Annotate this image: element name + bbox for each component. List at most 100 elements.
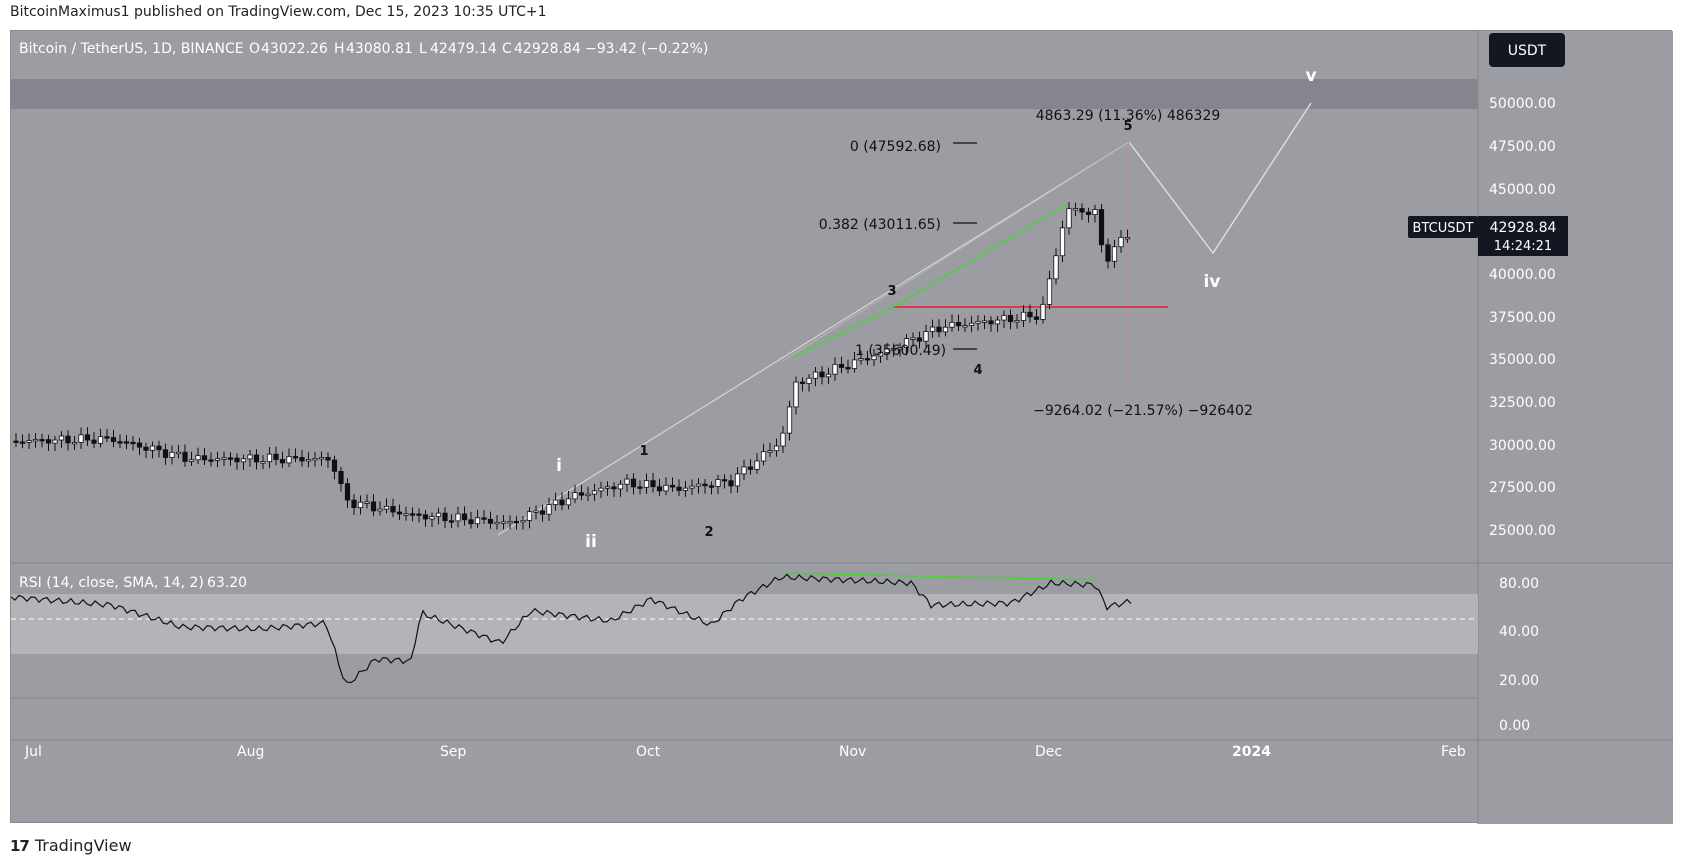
candle-body	[578, 492, 585, 496]
candle-body	[97, 436, 104, 444]
time-tick-label: Nov	[839, 744, 866, 760]
candle-body	[32, 439, 39, 442]
candle-body	[617, 483, 624, 490]
candle-body	[110, 437, 117, 443]
candle-body	[312, 457, 318, 461]
candle-body	[182, 451, 188, 462]
currency-button[interactable]	[1489, 33, 1565, 67]
price-tick-label: 40000.00	[1489, 267, 1556, 283]
candle-body	[559, 499, 565, 506]
fib-0-label: 0 (47592.68)	[850, 139, 941, 155]
candle-body	[279, 459, 286, 464]
time-tick-label: Jul	[24, 744, 42, 760]
rsi-band	[11, 594, 1478, 654]
candle-body	[65, 435, 71, 444]
rsi-divergence-line[interactable]	[780, 572, 1096, 581]
candle-body	[546, 504, 552, 515]
candle-body	[195, 455, 201, 461]
wave-label-3: 3	[887, 284, 896, 299]
wedge-inner-line[interactable]	[782, 141, 1130, 362]
candle-body	[747, 466, 754, 470]
chart-frame[interactable]: Bitcoin / TetherUS, 1D, BINANCE O 43022.…	[10, 30, 1673, 824]
candle-body	[494, 521, 500, 525]
time-tick-label: Sep	[440, 744, 467, 760]
publisher-line: BitcoinMaximus1 published on TradingView…	[10, 4, 547, 20]
candle-body	[695, 483, 702, 487]
candle-body	[702, 483, 708, 487]
candle-body	[78, 434, 84, 443]
candle-body	[58, 435, 65, 441]
candle-body	[533, 510, 539, 513]
candle-body	[637, 486, 643, 489]
ohlc-l-label: L	[419, 41, 427, 57]
candle-body	[240, 458, 247, 463]
candle-body	[507, 520, 513, 524]
candle-body	[799, 381, 806, 384]
candle-body	[669, 484, 676, 488]
candle-body	[526, 511, 533, 521]
candle-body	[838, 363, 845, 368]
candle-body	[468, 519, 474, 525]
candle-body	[988, 320, 994, 325]
price-axis[interactable]	[1478, 31, 1673, 824]
wedge-upper-line[interactable]	[497, 141, 1130, 536]
candle-body	[715, 479, 721, 487]
candle-body	[591, 490, 598, 495]
candle-body	[455, 513, 461, 522]
candle-body	[513, 520, 520, 524]
fib-0382-label: 0.382 (43011.65)	[819, 217, 941, 233]
candle-body	[1079, 208, 1085, 213]
wave-label-iv: iv	[1204, 272, 1221, 292]
price-tick-label: 32500.00	[1489, 395, 1556, 411]
candle-body	[429, 516, 435, 520]
candle-body	[149, 445, 156, 451]
candle-body	[910, 337, 916, 340]
candle-body	[305, 459, 312, 462]
candle-body	[871, 355, 877, 361]
candle-body	[864, 358, 871, 361]
candle-body	[45, 439, 52, 444]
candle-body	[370, 501, 377, 512]
price-pane[interactable]	[11, 31, 1478, 563]
candle-body	[338, 470, 344, 485]
candle-body	[422, 514, 429, 520]
candle-body	[136, 442, 143, 448]
rsi-title: RSI (14, close, SMA, 14, 2)	[19, 575, 204, 591]
wave-projection[interactable]	[1128, 102, 1312, 255]
candle-body	[981, 320, 988, 323]
candle-body	[812, 371, 819, 379]
ohlc-change: −93.42 (−0.22%)	[585, 41, 708, 57]
candle-body	[331, 459, 338, 472]
candle-body	[721, 479, 728, 482]
candle-body	[832, 363, 838, 375]
measure-down-label: −9264.02 (−21.57%) −926402	[1033, 403, 1253, 419]
candle-body	[1105, 244, 1111, 262]
candle-body	[1033, 316, 1040, 320]
candle-body	[117, 441, 123, 444]
footer-brand[interactable]: 17 TradingView	[10, 836, 132, 855]
candle-body	[474, 517, 481, 525]
wave-label-ii: ii	[585, 532, 597, 552]
price-divergence-line[interactable]	[792, 203, 1068, 358]
candle-body	[611, 486, 617, 490]
candle-body	[1111, 246, 1118, 262]
price-tick-label: 45000.00	[1489, 182, 1556, 198]
chart-canvas[interactable]: Bitcoin / TetherUS, 1D, BINANCE O 43022.…	[10, 31, 1673, 824]
candle-body	[1020, 311, 1027, 321]
candle-body	[825, 373, 832, 378]
candle-body	[1124, 236, 1131, 240]
rsi-tick-label: 80.00	[1499, 576, 1539, 592]
price-tick-label: 50000.00	[1489, 96, 1556, 112]
candle-body	[221, 457, 227, 460]
candle-body	[708, 485, 715, 488]
rsi-tick-label: 0.00	[1499, 718, 1530, 734]
last-price-value: 42928.84	[1490, 220, 1557, 236]
candle-body	[923, 331, 929, 342]
rsi-line[interactable]	[10, 573, 1132, 684]
candle-body	[585, 493, 591, 497]
candle-body	[318, 457, 325, 460]
candle-body	[1072, 208, 1079, 211]
candle-body	[897, 346, 903, 350]
candle-body	[227, 457, 234, 460]
ohlc-close: 42928.84	[514, 41, 581, 57]
